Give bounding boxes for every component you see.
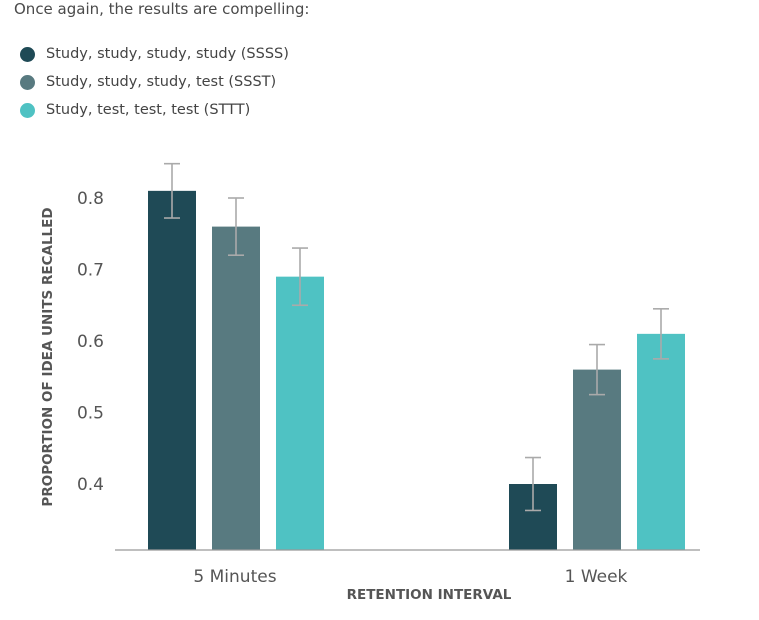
y-tick-label-0-4: 0.4 bbox=[77, 475, 104, 495]
legend-item-ssst: Study, study, study, test (SSST) bbox=[20, 68, 289, 96]
legend-label-ssst: Study, study, study, test (SSST) bbox=[46, 74, 277, 90]
bar-5-minutes-series-1 bbox=[148, 190, 196, 550]
legend-label-ssss: Study, study, study, study (SSSS) bbox=[46, 46, 289, 62]
legend-item-ssss: Study, study, study, study (SSSS) bbox=[20, 40, 289, 68]
x-tick-label-1-week: 1 Week bbox=[565, 567, 628, 587]
y-tick-label-0-5: 0.5 bbox=[77, 404, 104, 424]
bar-1-week-series-2 bbox=[573, 369, 621, 550]
error-bar-group bbox=[164, 162, 669, 512]
y-tick-label-0-6: 0.6 bbox=[77, 332, 104, 352]
y-tick-group: 0.8 0.7 0.6 0.5 0.4 bbox=[77, 189, 104, 495]
y-axis-title: PROPORTION OF IDEA UNITS RECALLED bbox=[40, 207, 56, 506]
legend-item-sttt: Study, test, test, test (STTT) bbox=[20, 96, 289, 124]
legend-swatch-sttt bbox=[20, 102, 35, 118]
x-tick-label-5-minutes: 5 Minutes bbox=[193, 567, 276, 587]
bar-1-week-series-3 bbox=[637, 333, 685, 550]
y-tick-label-0-7: 0.7 bbox=[77, 261, 104, 281]
x-axis-title: RETENTION INTERVAL bbox=[347, 587, 512, 603]
bar-5-minutes-series-3 bbox=[276, 276, 324, 550]
intro-text: Once again, the results are compelling: bbox=[14, 0, 310, 18]
legend-swatch-ssst bbox=[20, 74, 35, 90]
legend-label-sttt: Study, test, test, test (STTT) bbox=[46, 102, 251, 118]
chart-legend: Study, study, study, study (SSSS) Study,… bbox=[20, 40, 289, 124]
bar-group bbox=[148, 190, 685, 550]
bar-5-minutes-series-2 bbox=[212, 226, 260, 550]
y-tick-label-0-8: 0.8 bbox=[77, 189, 104, 209]
legend-swatch-ssss bbox=[20, 46, 35, 62]
